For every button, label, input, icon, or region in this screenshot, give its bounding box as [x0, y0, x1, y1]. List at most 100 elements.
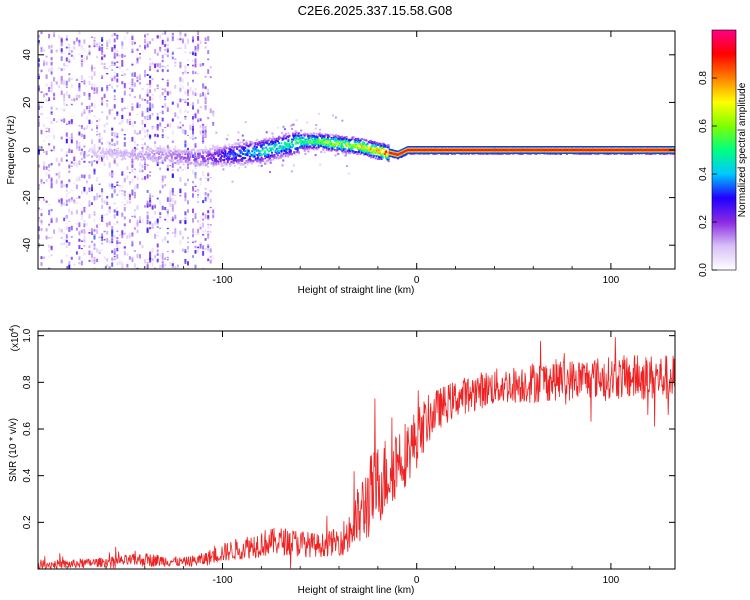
- spectrogram-ridge-cell: [154, 150, 157, 153]
- spectrogram-noise-cell: [187, 250, 189, 253]
- spectrogram-noise-cell: [156, 249, 159, 253]
- spectrogram-noise-cell: [197, 201, 200, 203]
- spectrogram-noise-cell: [209, 255, 212, 258]
- spectrogram-ridge-cell: [371, 152, 374, 155]
- spectrogram-ridge-cell: [348, 151, 350, 154]
- spectrogram-noise-cell: [156, 84, 159, 87]
- spectrogram-ridge-cell: [262, 142, 265, 145]
- spectrogram-noise-cell: [80, 102, 83, 106]
- spectrogram-ridge-cell: [279, 155, 282, 158]
- spectrogram-noise-cell: [149, 200, 152, 202]
- spectrogram-ridge-cell: [313, 142, 315, 145]
- spectrogram-noise-cell: [40, 178, 43, 182]
- spectrogram-noise-cell: [202, 234, 205, 236]
- spectrogram-noise-cell: [101, 243, 104, 246]
- spectrogram-ridge-cell: [292, 144, 294, 147]
- spectrogram-scatter-cell: [312, 148, 315, 151]
- spectrogram-noise-cell: [38, 217, 40, 219]
- spectrogram-noise-cell: [164, 207, 167, 209]
- spectrogram-noise-cell: [181, 124, 184, 127]
- spectrogram-ridge-cell: [152, 150, 155, 152]
- spectrogram-noise-cell: [144, 129, 146, 134]
- spectrogram-scatter-cell: [290, 170, 293, 173]
- spectrogram-noise-cell: [60, 198, 63, 201]
- spectrogram-ridge-cell: [223, 155, 226, 158]
- spectrogram-ridge-cell: [203, 160, 206, 163]
- spectrogram-noise-cell: [111, 86, 114, 89]
- spectrogram-ridge-cell: [239, 150, 242, 153]
- spectrogram-noise-cell: [164, 175, 167, 179]
- spectrogram-ridge-cell: [295, 148, 298, 151]
- spectrogram-ridge-core: [462, 148, 465, 152]
- spectrogram-ridge-cell: [285, 132, 287, 135]
- spectrogram-ridge-cell: [180, 160, 183, 163]
- spectrogram-noise-cell: [68, 261, 71, 266]
- spectrogram-noise-cell: [151, 261, 154, 267]
- spectrogram-ridge-cell: [189, 153, 192, 156]
- spectrogram-ridge-cell: [217, 160, 220, 163]
- spectrogram-noise-cell: [161, 65, 164, 67]
- spectrogram-ridge-cell: [342, 137, 345, 140]
- spectrogram-noise-cell: [181, 78, 184, 83]
- spectrogram-noise-cell: [171, 250, 174, 253]
- spectrogram-noise-cell: [60, 41, 63, 47]
- spectrogram-noise-cell: [40, 146, 43, 149]
- spectrogram-ridge-cell: [244, 149, 247, 152]
- spectrogram-ridge-cell: [79, 151, 82, 154]
- spectrogram-ridge-cell: [252, 148, 255, 151]
- spectrogram-noise-cell: [113, 95, 116, 98]
- spectrogram-ridge-cell: [260, 140, 263, 143]
- spectrogram-ridge-cell: [323, 142, 326, 145]
- spectrogram-noise-cell: [121, 171, 124, 176]
- spectrogram-ridge-cell: [224, 163, 227, 166]
- spectrogram-ridge-cell: [205, 152, 208, 155]
- spectrogram-ridge-cell: [381, 146, 384, 149]
- spectrogram-noise-cell: [93, 39, 96, 42]
- spectrogram-ridge-cell: [356, 145, 359, 147]
- spectrogram-noise-cell: [131, 189, 134, 195]
- spectrogram-ridge-cell: [255, 157, 258, 160]
- spectrogram-ridge-cell: [124, 151, 127, 154]
- spectrogram-scatter-cell: [237, 139, 240, 141]
- spectrogram-noise-cell: [166, 164, 169, 170]
- spectrogram-noise-cell: [139, 220, 141, 223]
- spectrogram-ridge-cell: [198, 155, 201, 158]
- spectrogram-noise-cell: [204, 42, 207, 44]
- spectrogram-noise-cell: [184, 65, 187, 70]
- spectrogram-noise-cell: [111, 241, 114, 244]
- spectrogram-noise-cell: [149, 83, 152, 86]
- spectrogram-noise-cell: [50, 84, 53, 90]
- spectrogram-noise-cell: [204, 160, 207, 166]
- spectrogram-ridge-cell: [170, 159, 173, 162]
- spectrogram-ridge-cell: [324, 139, 327, 142]
- spectrogram-noise-cell: [113, 248, 116, 252]
- spectrogram-ridge-cell: [379, 156, 382, 159]
- spectrogram-ridge-cell: [234, 159, 237, 162]
- spectrogram-ridge-cell: [222, 159, 225, 162]
- spectrogram-ridge-cell: [329, 143, 332, 146]
- spectrogram-noise-cell: [192, 123, 194, 128]
- spectrogram-noise-cell: [159, 112, 162, 114]
- spectrogram-ridge-cell: [267, 155, 270, 158]
- spectrogram-ridge-cell: [297, 138, 300, 140]
- spectrogram-noise-cell: [106, 47, 109, 50]
- spectrogram-scatter-cell: [343, 154, 346, 156]
- spectrogram-noise-cell: [111, 132, 114, 136]
- spectrogram-ridge-cell: [234, 157, 237, 160]
- spectrogram-ridge-core: [508, 148, 511, 152]
- spectrogram-ridge-cell: [274, 156, 277, 159]
- spectrogram-ridge-cell: [201, 155, 204, 158]
- spectrogram-ridge-cell: [128, 156, 131, 159]
- spectrogram-ridge-cell: [175, 161, 178, 163]
- spectrogram-noise-cell: [184, 166, 187, 170]
- spectrogram-noise-cell: [128, 233, 131, 238]
- spectrogram-ridge-cell: [385, 149, 388, 152]
- spectrogram-ridge-cell: [281, 147, 284, 150]
- spectrogram-noise-cell: [121, 230, 124, 235]
- spectrogram-noise-cell: [146, 88, 149, 93]
- spectrogram-noise-cell: [181, 38, 184, 44]
- spectrogram-ridge-cell: [219, 158, 222, 161]
- spectrogram-noise-cell: [50, 218, 53, 223]
- spectrogram-ridge-cell: [204, 159, 207, 162]
- spectrogram-noise-cell: [192, 134, 194, 138]
